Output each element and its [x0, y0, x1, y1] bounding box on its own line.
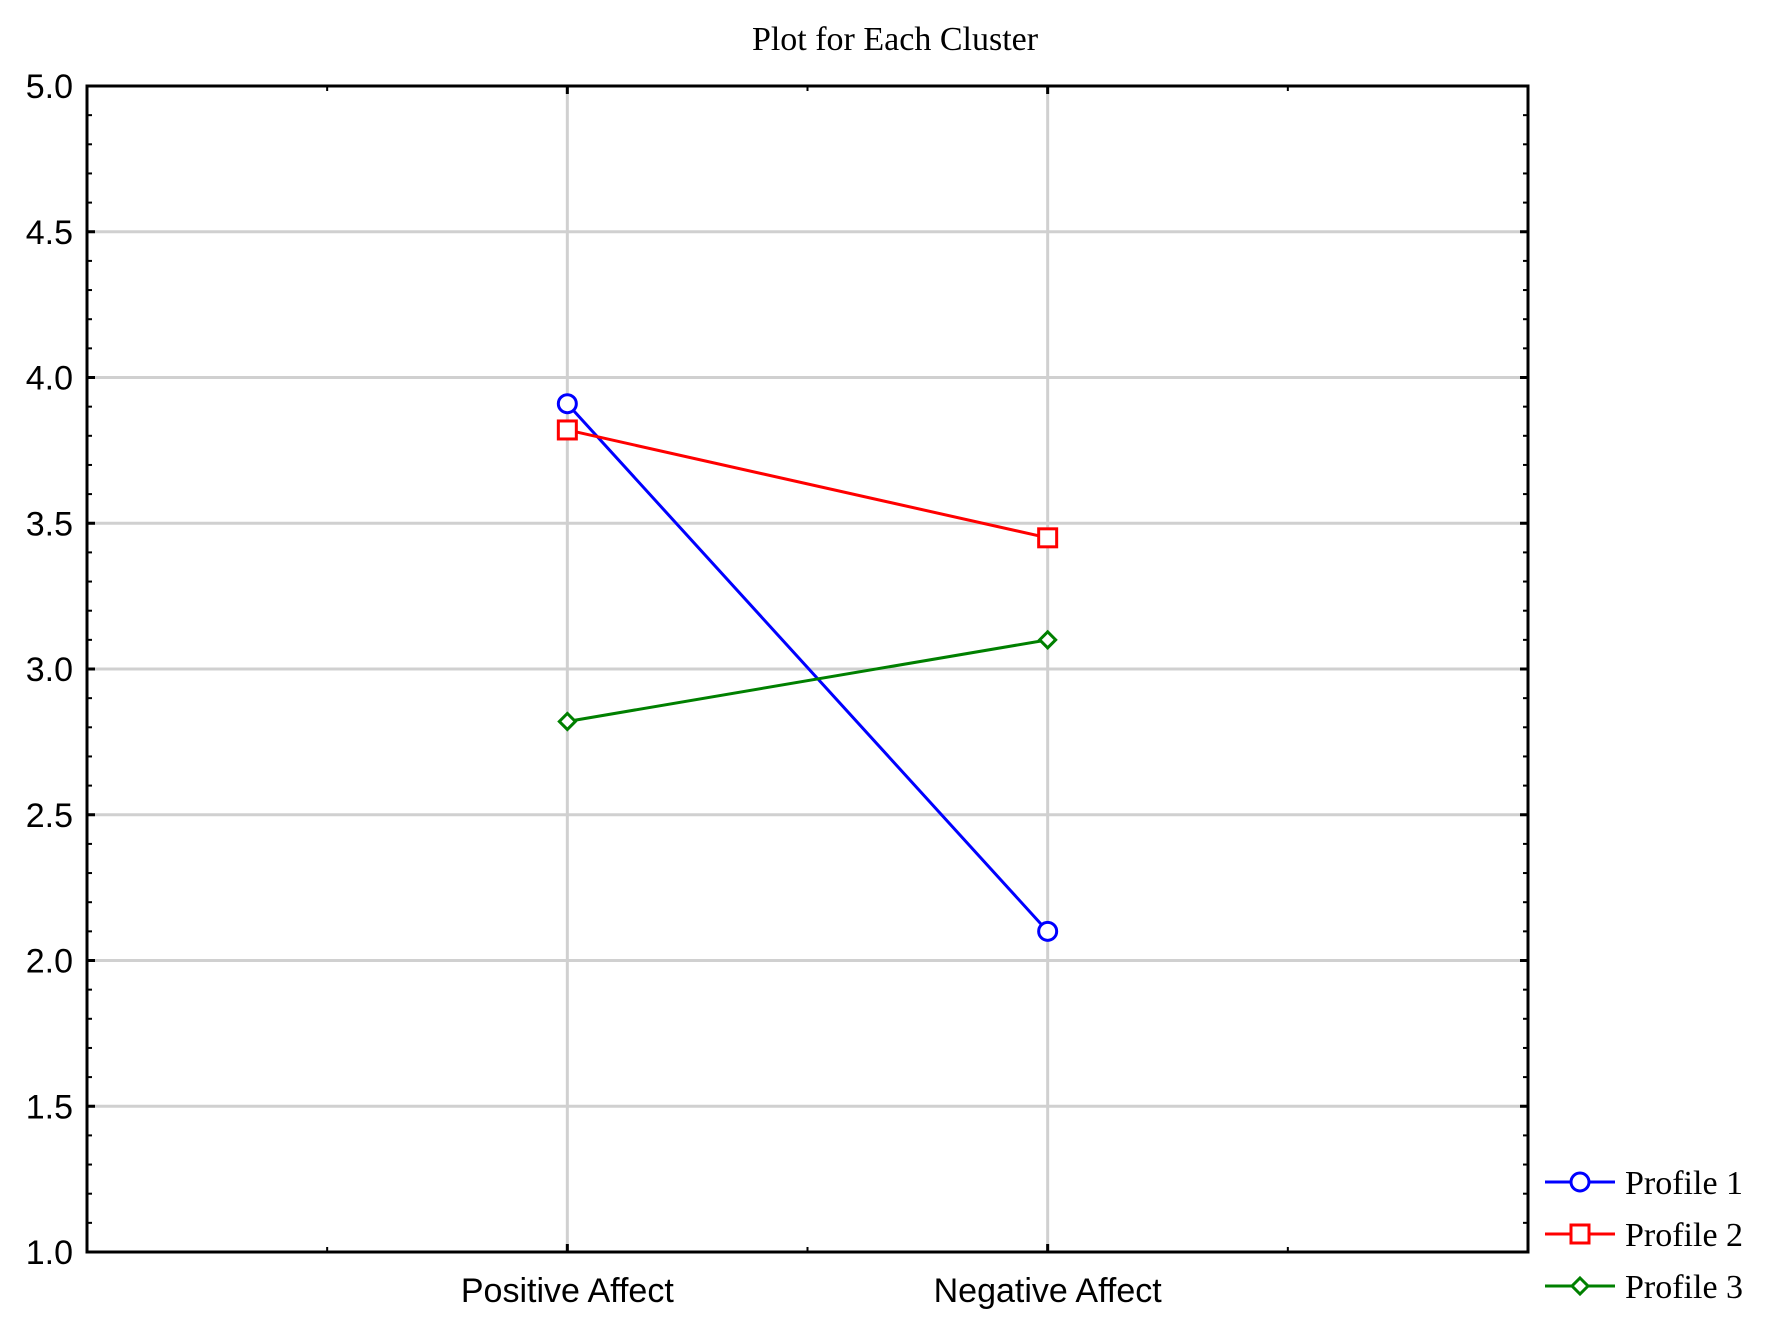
legend-label: Profile 3	[1625, 1269, 1743, 1306]
data-point	[1037, 920, 1059, 942]
y-tick-label: 3.0	[26, 651, 73, 689]
legend-label: Profile 1	[1625, 1165, 1743, 1202]
y-tick-label: 3.5	[26, 505, 73, 543]
y-tick-label: 2.5	[26, 797, 73, 835]
y-tick-label: 1.0	[26, 1234, 73, 1272]
x-tick-label: Positive Affect	[461, 1272, 674, 1310]
series-3	[557, 629, 1058, 732]
y-tick-label: 4.5	[26, 214, 73, 252]
grid-lines	[87, 86, 1528, 1252]
data-point	[1037, 527, 1059, 549]
series-1	[556, 393, 1059, 942]
data-point	[556, 393, 578, 415]
axis-ticks	[87, 84, 1528, 1254]
y-tick-label: 2.0	[26, 943, 73, 981]
series-line	[567, 428, 1048, 540]
y-tick-label: 1.5	[26, 1088, 73, 1126]
chart-title: Plot for Each Cluster	[752, 21, 1039, 58]
data-point	[557, 711, 578, 732]
series-line	[567, 638, 1048, 723]
series-lines	[556, 393, 1059, 942]
legend-marker	[1569, 1171, 1591, 1193]
legend: Profile 1 Profile 2 Profile 3	[1545, 1165, 1743, 1306]
legend-item-1: Profile 1	[1545, 1165, 1743, 1202]
legend-label: Profile 2	[1625, 1217, 1743, 1254]
y-tick-label: 4.0	[26, 360, 73, 398]
x-axis-tick-labels: Positive Affect Negative Affect	[461, 1272, 1162, 1310]
legend-marker	[1569, 1223, 1591, 1245]
series-2	[556, 419, 1059, 549]
data-point	[556, 419, 578, 441]
data-point	[1037, 629, 1058, 650]
legend-marker	[1569, 1275, 1591, 1297]
series-line	[566, 402, 1049, 933]
legend-item-2: Profile 2	[1545, 1217, 1743, 1254]
y-tick-label: 5.0	[26, 68, 73, 106]
y-axis-tick-labels: 1.0 1.5 2.0 2.5 3.0 3.5 4.0 4.5 5.0	[26, 68, 73, 1272]
x-tick-label: Negative Affect	[934, 1272, 1163, 1310]
legend-item-3: Profile 3	[1545, 1269, 1743, 1306]
